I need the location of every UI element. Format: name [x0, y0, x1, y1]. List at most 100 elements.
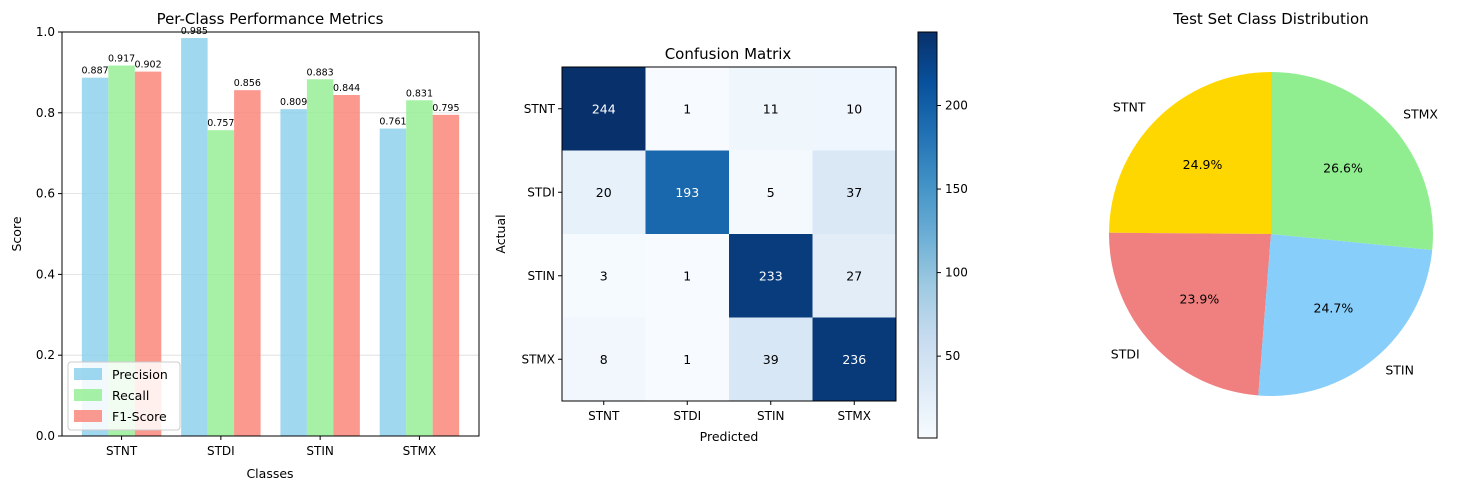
pie-slice-stdi [1109, 232, 1271, 396]
bar-axes-frame [61, 31, 480, 437]
cm-cell-value: 20 [596, 185, 612, 200]
cm-cell-value: 3 [600, 268, 608, 283]
cm-y-ticks: STNT STDI STIN STMX [521, 102, 562, 366]
bar-f1-score-stdi [234, 90, 261, 437]
pie-slice-stmx [1271, 72, 1433, 250]
colorbar-ticks: 50 100 150 200 [937, 99, 968, 363]
pie-percent-stdi: 23.9% [1180, 292, 1220, 307]
pie-slice-stin [1258, 234, 1433, 397]
legend-label-recall: Recall [112, 388, 149, 403]
cm-cell-stnt-stin [729, 67, 813, 151]
cm-cell-stnt-stmx [812, 67, 897, 151]
pie-percent-stin: 24.7% [1314, 301, 1354, 316]
bar-x-tick-label: STDI [207, 444, 235, 458]
cm-cell-stnt-stnt [562, 67, 646, 151]
bar-y-tick-label: 0.0 [36, 429, 55, 443]
cm-cell-value: 233 [759, 268, 783, 283]
cm-cell-value: 1 [683, 101, 691, 116]
cm-x-tick-label: STMX [837, 409, 871, 423]
bar-y-ticks: 0.0 0.2 0.4 0.6 0.8 1.0 [36, 25, 62, 443]
pie-slice-stnt [1109, 72, 1271, 234]
bar-value-label: 0.917 [108, 54, 135, 65]
pie-label-stdi: STDI [1111, 346, 1140, 361]
cm-cell-value: 5 [767, 185, 775, 200]
cm-cell-stin-stmx [812, 234, 897, 318]
cm-title: Confusion Matrix [665, 45, 792, 63]
colorbar-tick-label: 50 [945, 349, 960, 363]
bar-f1-score-stin [333, 95, 360, 437]
bar-recall-stdi [207, 130, 235, 436]
cm-cell-stmx-stin [729, 317, 813, 402]
cm-cell-stmx-stnt [562, 317, 646, 402]
bar-x-ticks: STNT STDI STIN STMX [106, 436, 436, 458]
bar-y-tick-label: 0.2 [36, 348, 55, 362]
pie-chart: Test Set Class Distribution STNT 24.9% STD… [1109, 10, 1439, 397]
bar-recall-stmx [406, 100, 433, 436]
bar-y-tick-label: 0.8 [36, 106, 55, 120]
bar-chart: Per-Class Performance Metrics 0.8870.985… [9, 10, 480, 481]
bar-value-label: 0.883 [307, 67, 334, 78]
cm-y-tick-label: STMX [521, 352, 555, 366]
bar-x-tick-label: STNT [106, 444, 138, 458]
cm-cell-stmx-stmx [812, 317, 897, 402]
pie-labels: STNT 24.9% STDI 23.9% STIN 24.7% STMX 26.6% [1111, 100, 1439, 378]
bar-value-label: 0.844 [333, 83, 360, 94]
pie-label-stnt: STNT [1113, 100, 1146, 115]
cm-cell-value: 244 [592, 101, 616, 116]
cm-cell-value: 27 [846, 268, 862, 283]
bar-x-tick-label: STMX [403, 444, 437, 458]
cm-cell-value: 11 [763, 101, 779, 116]
bar-value-label: 0.757 [207, 118, 234, 129]
legend-swatch-precision [74, 368, 102, 380]
pie-label-stin: STIN [1385, 363, 1414, 378]
bar-precision-stin [280, 109, 307, 436]
cm-x-tick-label: STNT [588, 409, 620, 423]
pie-percent-stnt: 24.9% [1183, 157, 1223, 172]
legend-label-precision: Precision [112, 367, 168, 382]
cm-x-tick-label: STDI [673, 409, 701, 423]
colorbar-tick-label: 200 [945, 99, 968, 113]
cm-y-tick-label: STDI [527, 185, 555, 199]
cm-cell-stin-stin [729, 234, 813, 318]
cm-cell-stdi-stmx [812, 150, 897, 235]
cm-y-tick-label: STIN [528, 269, 555, 283]
cm-cell-stin-stnt [562, 234, 646, 318]
bar-precision-stdi [181, 38, 208, 437]
cm-cell-stdi-stdi [645, 150, 730, 235]
bar-value-label: 0.887 [81, 66, 108, 77]
pie-label-stmx: STMX [1403, 106, 1438, 121]
colorbar: 50 100 150 200 [917, 31, 968, 439]
bar-x-tick-label: STIN [306, 444, 333, 458]
pie-title: Test Set Class Distribution [1172, 10, 1368, 28]
pie-percent-stmx: 26.6% [1323, 161, 1363, 176]
bar-f1-score-stmx [432, 114, 460, 436]
cm-cell-stin-stdi [645, 234, 730, 318]
colorbar-tick-label: 100 [945, 266, 968, 280]
cm-cell-value: 8 [600, 352, 608, 367]
bar-recall-stin [306, 79, 334, 436]
bar-value-label: 0.831 [406, 88, 433, 99]
bar-legend: Precision Recall F1-Score [67, 361, 181, 431]
cm-cell-stdi-stnt [562, 150, 646, 235]
bar-value-label: 0.761 [379, 117, 406, 128]
bar-y-tick-label: 1.0 [36, 25, 55, 39]
legend-swatch-recall [74, 389, 102, 401]
colorbar-gradient [917, 31, 938, 439]
bar-value-label: 0.795 [432, 103, 459, 114]
bar-value-label: 0.856 [234, 78, 261, 89]
cm-cell-stdi-stin [729, 150, 813, 235]
legend-label-f1-score: F1-Score [112, 409, 167, 424]
cm-cell-value: 1 [683, 352, 691, 367]
cm-cell-value: 193 [675, 185, 699, 200]
cm-x-ticks: STNT STDI STIN STMX [588, 401, 871, 423]
cm-cell-value: 37 [846, 185, 862, 200]
bar-y-axis-label: Score [9, 216, 24, 251]
cm-cell-value: 39 [763, 352, 779, 367]
cm-x-axis-label: Predicted [700, 429, 759, 444]
cm-y-axis-label: Actual [493, 214, 508, 253]
bar-value-label: 0.809 [280, 97, 307, 108]
cm-cell-value: 236 [842, 352, 866, 367]
cm-cell-value: 10 [846, 101, 862, 116]
